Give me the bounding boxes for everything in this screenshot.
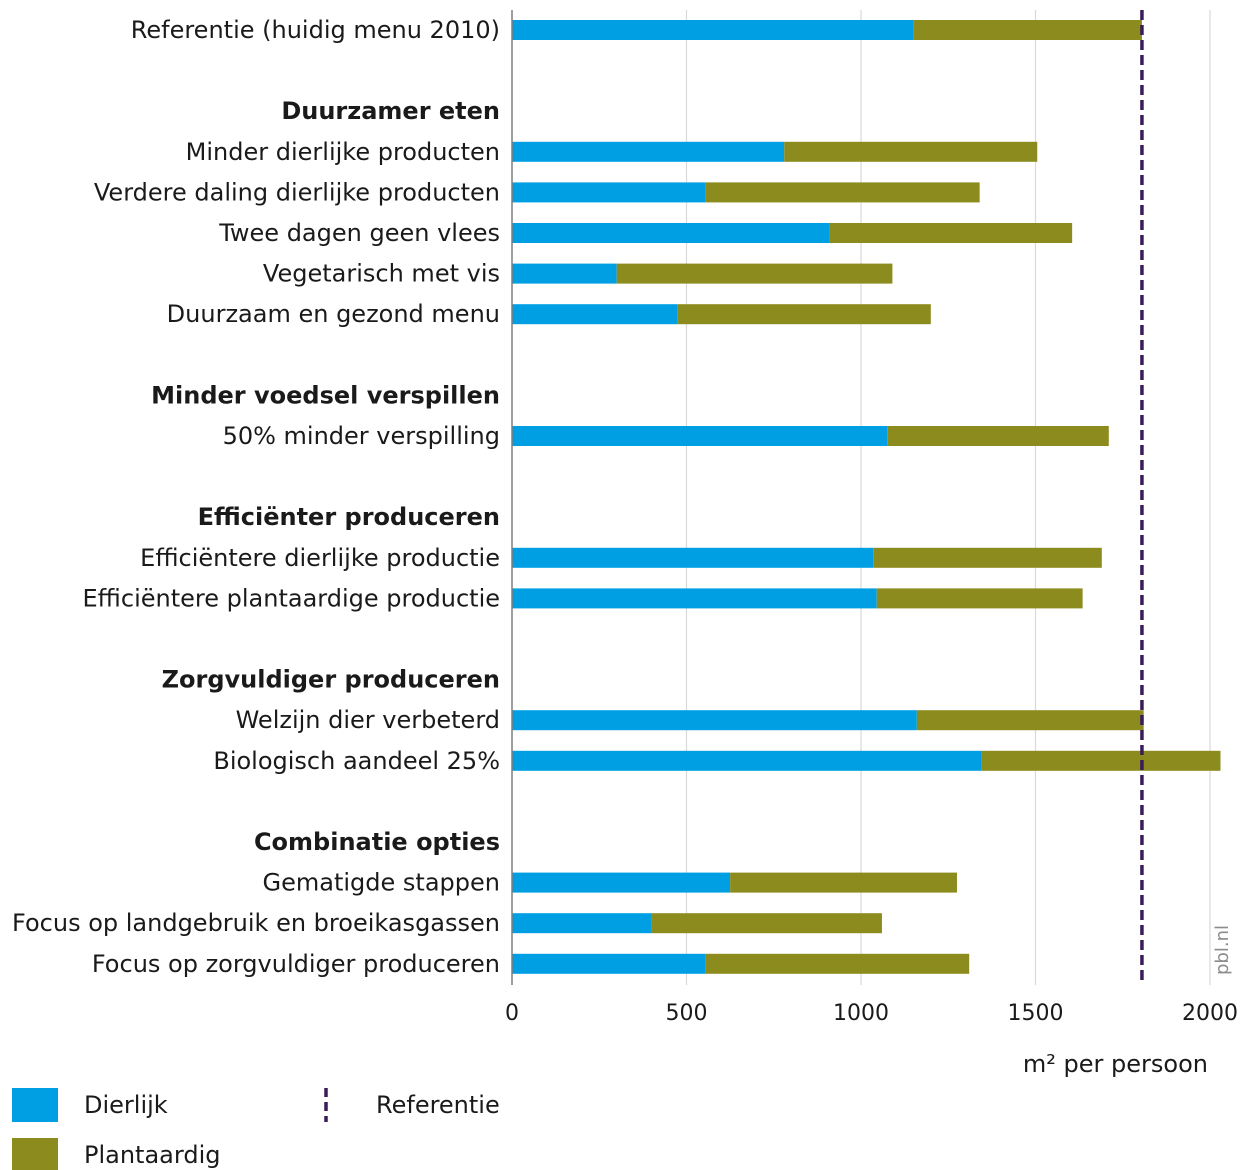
bar-plantaardig	[705, 953, 970, 974]
bar-plantaardig	[829, 223, 1073, 243]
bar-dierlijk	[512, 953, 706, 974]
bar-dierlijk	[512, 141, 785, 162]
bar-dierlijk	[512, 182, 706, 203]
group-title: Minder voedsel verspillen	[151, 381, 500, 409]
bar-dierlijk	[512, 426, 888, 446]
bar-dierlijk	[512, 913, 652, 934]
bar-plantaardig	[876, 588, 1083, 609]
source-label: pbl.nl	[1212, 925, 1233, 975]
category-label: Twee dagen geen vlees	[218, 219, 500, 247]
bar-dierlijk	[512, 588, 877, 609]
category-label: Gematigde stappen	[263, 869, 500, 897]
bar-plantaardig	[887, 426, 1109, 446]
category-label: Focus op zorgvuldiger produceren	[92, 950, 500, 978]
bar-dierlijk	[512, 710, 917, 731]
bar-plantaardig	[784, 141, 1038, 162]
x-axis-label: m² per persoon	[1023, 1050, 1208, 1078]
bar-dierlijk	[512, 872, 731, 893]
bar-plantaardig	[651, 913, 882, 934]
category-label: 50% minder verspilling	[223, 422, 500, 450]
group-title: Duurzamer eten	[281, 97, 500, 125]
bar-plantaardig	[677, 304, 931, 325]
legend-label: Dierlijk	[84, 1091, 168, 1119]
x-tick-label: 500	[666, 1001, 708, 1026]
category-label: Verdere daling dierlijke producten	[94, 178, 500, 206]
bar-dierlijk	[512, 750, 982, 771]
category-label: Vegetarisch met vis	[263, 260, 500, 288]
category-label: Welzijn dier verbeterd	[236, 706, 500, 734]
legend-swatch-plantaardig	[12, 1138, 58, 1170]
bar-dierlijk	[512, 304, 678, 325]
category-label: Efficiëntere plantaardige productie	[83, 584, 500, 612]
category-label: Minder dierlijke producten	[186, 138, 500, 166]
x-tick-label: 1000	[833, 1001, 889, 1026]
legend-label: Plantaardig	[84, 1141, 220, 1169]
category-label: Biologisch aandeel 25%	[213, 747, 500, 775]
bar-plantaardig	[616, 263, 893, 284]
legend-swatch-dierlijk	[12, 1088, 58, 1122]
bar-plantaardig	[730, 872, 957, 893]
x-tick-label: 2000	[1182, 1001, 1238, 1026]
bar-plantaardig	[873, 547, 1102, 568]
bar-plantaardig	[981, 750, 1221, 771]
group-title: Efficiënter produceren	[198, 503, 500, 531]
group-title: Zorgvuldiger produceren	[162, 666, 500, 694]
bar-plantaardig	[705, 182, 980, 203]
group-title: Combinatie opties	[254, 828, 500, 856]
bar-dierlijk	[512, 263, 617, 284]
bar-dierlijk	[512, 547, 874, 568]
bar-plantaardig	[913, 20, 1142, 40]
bar-dierlijk	[512, 20, 914, 40]
x-tick-label: 1500	[1008, 1001, 1064, 1026]
bar-dierlijk	[512, 223, 830, 243]
x-tick-label: 0	[505, 1001, 519, 1026]
legend-label: Referentie	[376, 1091, 500, 1119]
bar-plantaardig	[916, 710, 1144, 731]
category-label: Referentie (huidig menu 2010)	[131, 16, 500, 44]
category-label: Efficiëntere dierlijke productie	[140, 544, 500, 572]
category-label: Duurzaam en gezond menu	[167, 300, 500, 328]
category-label: Focus op landgebruik en broeikasgassen	[12, 909, 500, 937]
